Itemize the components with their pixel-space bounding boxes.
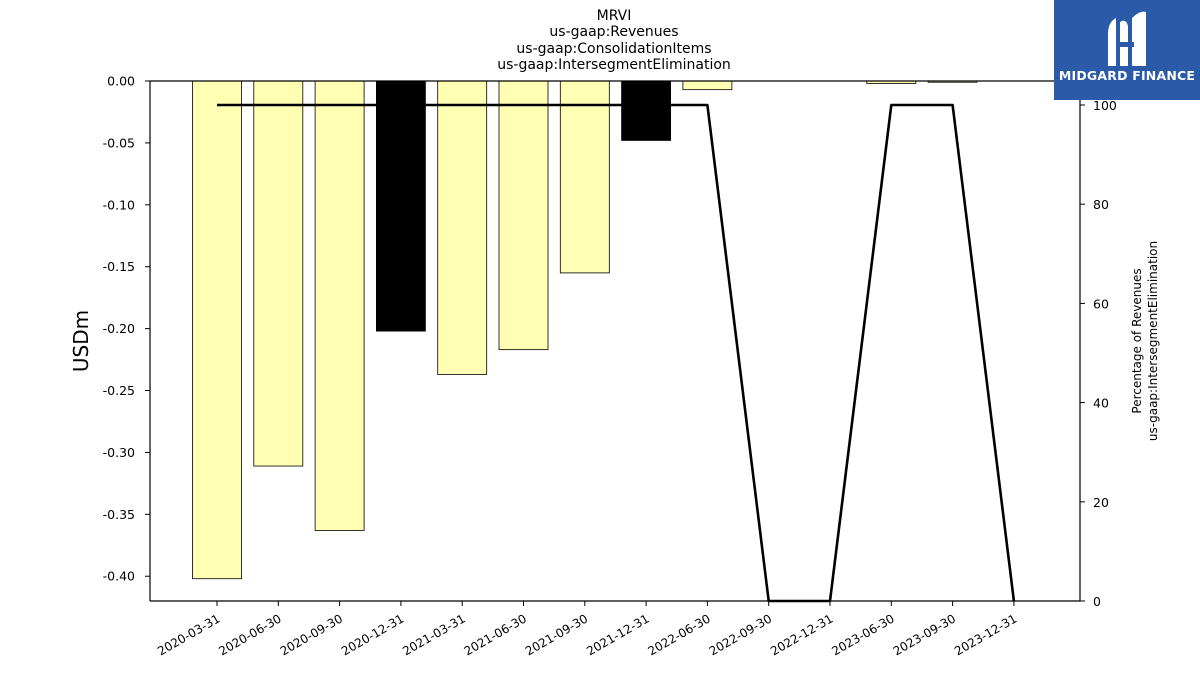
bar-2021-06-30 [498, 80, 549, 351]
right-tick-label: 80 [1093, 197, 1109, 212]
left-tick-label: -0.40 [103, 569, 135, 584]
bar-2021-03-31 [437, 80, 488, 375]
right-tick-label: 100 [1093, 98, 1117, 113]
chart-title-line-2: us-gaap:Revenues [549, 24, 678, 40]
x-tick-label: 2022-12-31 [768, 611, 835, 658]
x-tick-label: 2022-09-30 [707, 611, 774, 658]
y-axis-label-right-line-1: Percentage of Revenues [1130, 268, 1144, 413]
logo-text: MIDGARD FINANCE [1058, 68, 1196, 83]
chart-title: MRVI us-gaap:Revenues us-gaap:Consolidat… [497, 8, 731, 73]
line-series [216, 103, 1016, 603]
x-tick-label: 2022-06-30 [645, 611, 712, 658]
left-tick-label: -0.30 [103, 445, 135, 460]
left-y-axis: 0.00 -0.05 -0.10 -0.15 -0.20 -0.25 -0.30 -0.35 -… [103, 74, 150, 584]
left-tick-label: 0.00 [107, 74, 135, 89]
x-tick-label: 2021-06-30 [462, 611, 529, 658]
bar-series [192, 80, 978, 580]
bar-2020-06-30 [253, 80, 304, 467]
chart-title-line-4: us-gaap:IntersegmentElimination [497, 57, 731, 73]
x-tick-label: 2020-03-31 [155, 611, 222, 658]
percentage-line [217, 103, 1016, 603]
x-tick-label: 2021-12-31 [584, 611, 651, 658]
bar-2021-09-30 [559, 80, 610, 274]
chart-title-line-3: us-gaap:ConsolidationItems [516, 41, 711, 57]
x-tick-label: 2020-12-31 [339, 611, 406, 658]
x-tick-label: 2021-09-30 [523, 611, 590, 658]
y-axis-label-left: USDm [69, 310, 93, 372]
right-tick-label: 20 [1093, 495, 1109, 510]
left-tick-label: -0.15 [103, 259, 135, 274]
left-tick-label: -0.20 [103, 321, 135, 336]
left-tick-label: -0.25 [103, 383, 135, 398]
bar-2022-06-30 [682, 80, 733, 91]
bar-2020-09-30 [314, 80, 365, 531]
logo-icon [1108, 11, 1146, 67]
right-y-axis: 0 20 40 60 80 100 [1080, 98, 1117, 609]
left-tick-label: -0.35 [103, 507, 135, 522]
bar-2020-12-31 [375, 80, 426, 332]
bar-2021-12-31 [621, 80, 671, 141]
y-axis-label-right-line-2: us-gaap:IntersegmentElimination [1146, 241, 1160, 441]
left-tick-label: -0.05 [103, 135, 135, 150]
x-tick-label: 2020-06-30 [216, 611, 283, 658]
bar-2020-03-31 [192, 80, 242, 580]
left-tick-label: -0.10 [103, 197, 135, 212]
right-tick-label: 40 [1093, 396, 1109, 411]
right-tick-label: 60 [1093, 296, 1109, 311]
x-tick-label: 2020-09-30 [278, 611, 345, 658]
chart-title-line-1: MRVI [597, 8, 632, 24]
brand-logo: MIDGARD FINANCE [1054, 0, 1200, 100]
right-tick-label: 0 [1093, 594, 1101, 609]
x-tick-label: 2021-03-31 [400, 611, 467, 658]
x-tick-label: 2023-09-30 [891, 611, 958, 658]
x-axis: 2020-03-312020-06-302020-09-302020-12-31… [155, 601, 1019, 658]
x-tick-label: 2023-12-31 [952, 611, 1019, 658]
x-tick-label: 2023-06-30 [829, 611, 896, 658]
